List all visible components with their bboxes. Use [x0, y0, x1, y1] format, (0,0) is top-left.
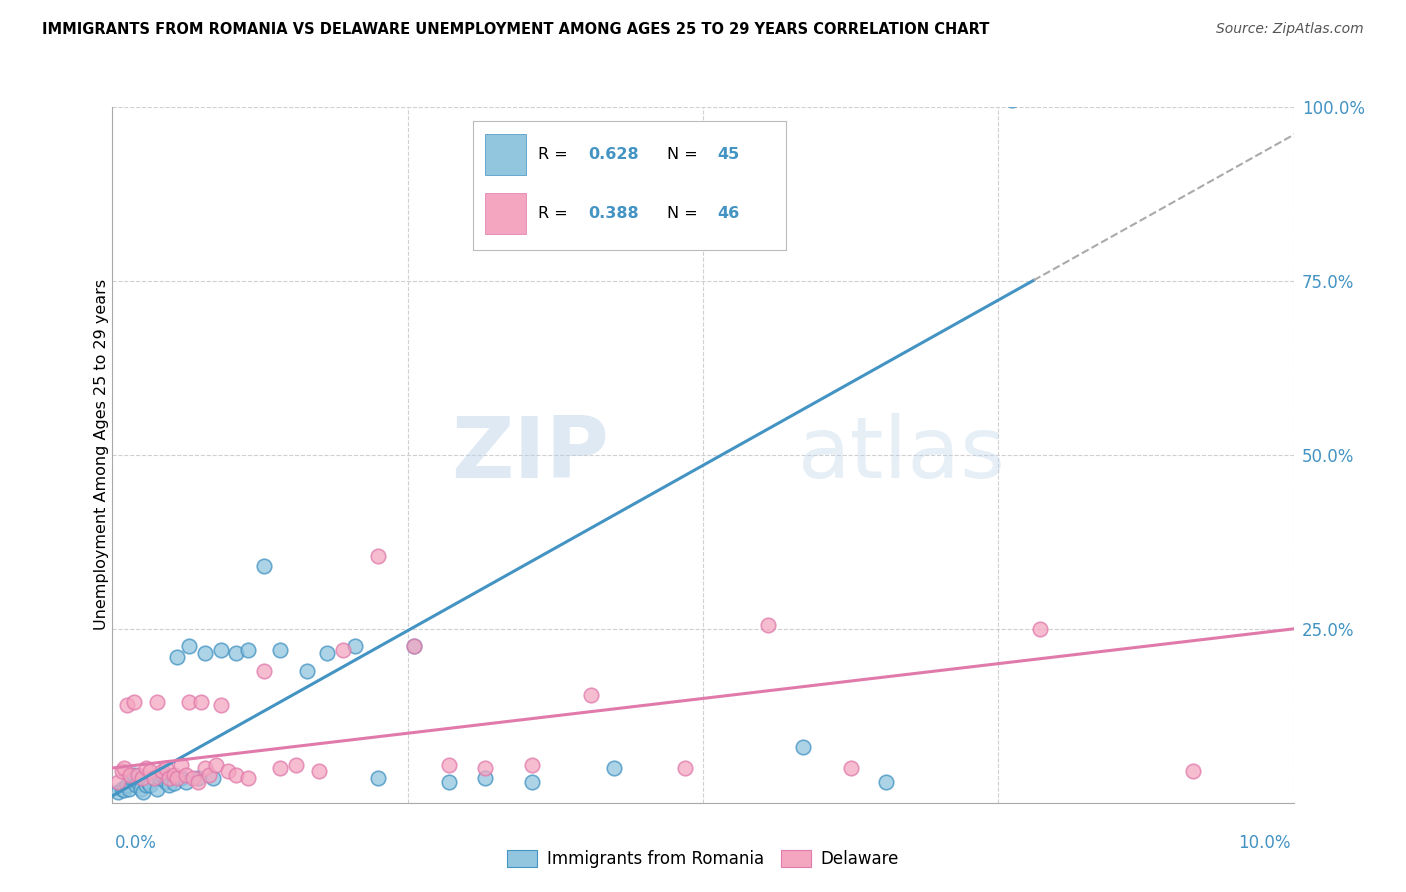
Point	[186, 775, 208, 789]
Point	[520, 757, 543, 772]
Point	[125, 778, 148, 792]
Text: IMMIGRANTS FROM ROMANIA VS DELAWARE UNEMPLOYMENT AMONG AGES 25 TO 29 YEARS CORRE: IMMIGRANTS FROM ROMANIA VS DELAWARE UNEM…	[42, 22, 990, 37]
Point	[115, 778, 138, 792]
Point	[142, 772, 165, 786]
Point	[122, 695, 145, 709]
Point	[112, 783, 135, 797]
Point	[181, 772, 204, 786]
Point	[253, 664, 276, 678]
Point	[120, 768, 142, 782]
Point	[122, 768, 145, 782]
Point	[170, 757, 193, 772]
Point	[238, 642, 260, 657]
Point	[157, 778, 180, 792]
Point	[1182, 764, 1205, 779]
Point	[179, 639, 201, 653]
Point	[131, 772, 153, 786]
Point	[170, 772, 193, 786]
Point	[194, 761, 217, 775]
Point	[297, 664, 319, 678]
Point	[139, 778, 162, 792]
Point	[107, 775, 129, 789]
Point	[316, 646, 339, 660]
Point	[603, 761, 626, 775]
Point	[756, 618, 779, 632]
Point	[136, 775, 159, 789]
Point	[437, 757, 460, 772]
Point	[127, 768, 149, 782]
Point	[174, 768, 197, 782]
Point	[284, 757, 307, 772]
Point	[174, 775, 197, 789]
Point	[209, 698, 232, 713]
Point	[217, 764, 239, 779]
Point	[142, 772, 165, 786]
Point	[269, 761, 291, 775]
Point	[673, 761, 696, 775]
Point	[155, 775, 177, 789]
Point	[127, 775, 149, 789]
Point	[190, 695, 212, 709]
Point	[163, 768, 186, 782]
Point	[343, 639, 366, 653]
Point	[402, 639, 425, 653]
Point	[166, 649, 188, 664]
Point	[129, 781, 152, 796]
Point	[520, 775, 543, 789]
Point	[149, 772, 172, 786]
Point	[150, 768, 173, 782]
Point	[194, 646, 217, 660]
Point	[135, 761, 157, 775]
Point	[225, 768, 247, 782]
Text: atlas: atlas	[797, 413, 1005, 497]
Point	[163, 776, 186, 790]
Point	[118, 781, 141, 796]
Point	[146, 695, 169, 709]
Point	[579, 688, 602, 702]
Point	[120, 772, 142, 786]
Point	[269, 642, 291, 657]
Point	[186, 772, 208, 786]
Point	[146, 781, 169, 796]
Point	[132, 785, 155, 799]
Point	[792, 740, 814, 755]
Point	[112, 761, 135, 775]
Text: 10.0%: 10.0%	[1239, 834, 1291, 852]
Y-axis label: Unemployment Among Ages 25 to 29 years: Unemployment Among Ages 25 to 29 years	[94, 279, 108, 631]
Point	[367, 549, 389, 563]
Text: Source: ZipAtlas.com: Source: ZipAtlas.com	[1216, 22, 1364, 37]
Point	[253, 559, 276, 574]
Point	[402, 639, 425, 653]
Point	[135, 778, 157, 792]
Point	[238, 772, 260, 786]
Point	[201, 772, 224, 786]
Point	[111, 781, 134, 796]
Point	[225, 646, 247, 660]
Point	[1028, 622, 1050, 636]
Point	[332, 642, 354, 657]
Point	[839, 761, 862, 775]
Point	[474, 761, 496, 775]
Point	[139, 764, 162, 779]
Point	[367, 772, 389, 786]
Point	[166, 772, 188, 786]
Point	[150, 764, 173, 779]
Point	[115, 698, 138, 713]
Point	[205, 757, 228, 772]
Point	[157, 772, 180, 786]
Point	[209, 642, 232, 657]
Text: 0.0%: 0.0%	[115, 834, 157, 852]
Point	[875, 775, 897, 789]
Point	[111, 764, 134, 779]
Point	[1001, 93, 1024, 107]
Point	[107, 785, 129, 799]
Text: ZIP: ZIP	[451, 413, 609, 497]
Point	[437, 775, 460, 789]
Legend: Immigrants from Romania, Delaware: Immigrants from Romania, Delaware	[501, 843, 905, 874]
Point	[179, 695, 201, 709]
Point	[155, 761, 177, 775]
Point	[308, 764, 330, 779]
Point	[474, 772, 496, 786]
Point	[198, 768, 221, 782]
